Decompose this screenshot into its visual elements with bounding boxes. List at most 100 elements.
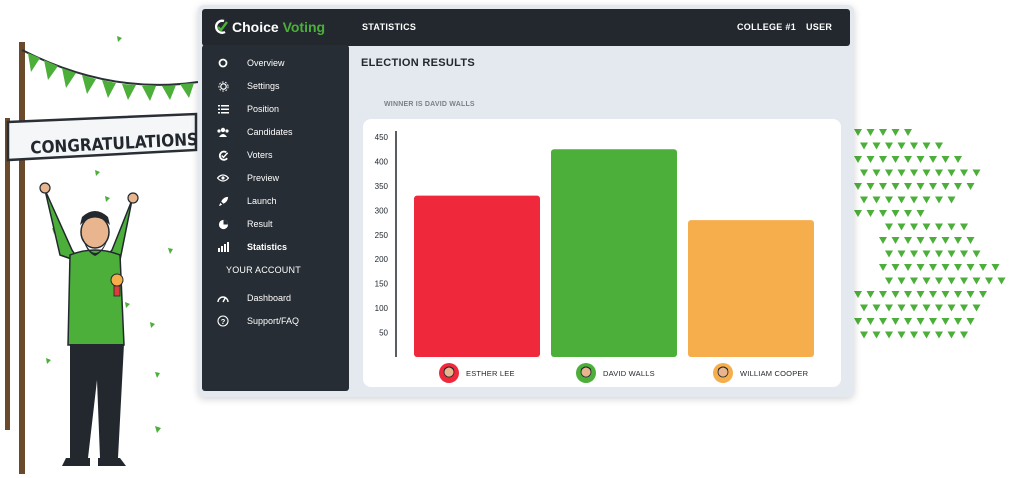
decor-triangle — [972, 277, 981, 285]
y-tick-label: 100 — [375, 304, 389, 313]
banner-pole-front — [5, 118, 10, 430]
sidebar-item-preview[interactable]: Preview — [202, 168, 349, 188]
sidebar-item-voters[interactable]: Voters — [202, 145, 349, 165]
rocket-icon — [217, 195, 229, 207]
decor-triangle — [960, 331, 968, 339]
sidebar-item-statistics[interactable]: Statistics — [202, 237, 349, 257]
sidebar-item-candidates[interactable]: Candidates — [202, 122, 349, 142]
decor-triangle — [910, 277, 918, 285]
decor-triangle — [935, 331, 943, 339]
decor-triangle — [872, 304, 881, 312]
bunting-flags — [28, 53, 194, 101]
decor-triangle — [910, 223, 918, 231]
decor-triangle — [954, 183, 962, 190]
decor-triangle — [910, 169, 918, 177]
decor-triangle — [941, 291, 950, 298]
decor-triangle — [879, 291, 887, 298]
decor-triangle — [885, 250, 893, 258]
decor-triangle — [891, 291, 900, 298]
sidebar: Overview Settings Position Candidates Vo… — [202, 45, 349, 391]
decor-triangle — [972, 250, 981, 258]
decor-triangle — [935, 142, 943, 150]
sidebar-item-label: Settings — [247, 81, 280, 91]
decor-triangle — [929, 291, 937, 298]
sidebar-item-settings[interactable]: Settings — [202, 76, 349, 96]
decor-triangle — [854, 156, 862, 163]
sidebar-item-overview[interactable]: Overview — [202, 53, 349, 73]
user-menu[interactable]: USER — [806, 22, 833, 32]
decor-triangle — [885, 196, 893, 204]
decor-triangle — [891, 156, 900, 163]
congratulations-banner — [6, 112, 198, 162]
decor-triangle — [885, 277, 893, 285]
decor-triangle — [960, 223, 968, 231]
sidebar-item-dashboard[interactable]: Dashboard — [202, 288, 349, 308]
y-tick-label: 450 — [375, 133, 389, 142]
decor-triangle — [966, 237, 975, 244]
decor-triangle — [872, 142, 881, 150]
decor-triangle — [866, 156, 875, 163]
decor-triangle — [904, 318, 912, 325]
decor-triangle — [979, 264, 987, 271]
decor-triangle — [866, 318, 875, 325]
decor-triangle — [879, 210, 887, 217]
help-icon: ? — [217, 315, 229, 327]
decor-triangle — [904, 210, 912, 217]
winner-person — [39, 182, 139, 466]
decor-triangle — [985, 277, 993, 285]
decor-triangle — [891, 237, 900, 244]
decor-triangle — [947, 277, 956, 285]
sidebar-item-label: Overview — [247, 58, 285, 68]
candidate-avatar-hair — [718, 366, 728, 371]
y-tick-label: 300 — [375, 206, 389, 215]
decor-triangle — [947, 169, 956, 177]
decor-triangle — [997, 277, 1006, 285]
sidebar-item-support[interactable]: ? Support/FAQ — [202, 311, 349, 331]
decor-triangle — [885, 169, 893, 177]
decor-triangle — [891, 183, 900, 190]
decor-triangle — [872, 331, 881, 339]
decor-triangle — [897, 304, 906, 312]
decor-triangle — [897, 196, 906, 204]
decor-triangle — [854, 318, 862, 325]
sidebar-item-launch[interactable]: Launch — [202, 191, 349, 211]
eye-icon — [217, 172, 229, 184]
banner-pole-left — [19, 42, 25, 474]
decor-triangle — [872, 196, 881, 204]
bar-esther-lee — [414, 195, 540, 357]
sidebar-item-position[interactable]: Position — [202, 99, 349, 119]
y-tick-label: 250 — [375, 231, 389, 240]
sidebar-item-result[interactable]: Result — [202, 214, 349, 234]
decor-triangle — [916, 237, 925, 244]
decor-triangle — [916, 156, 925, 163]
people-icon — [217, 126, 229, 138]
sidebar-item-label: Launch — [247, 196, 277, 206]
bar-william-cooper — [688, 220, 814, 357]
decor-triangle — [941, 318, 950, 325]
logo[interactable]: Choice Voting — [214, 18, 325, 36]
sidebar-item-label: Candidates — [247, 127, 293, 137]
decor-triangle — [916, 210, 925, 217]
decor-triangle — [891, 210, 900, 217]
decor-triangle — [947, 223, 956, 231]
decor-triangle — [879, 237, 887, 244]
logo-text-prefix: Choice — [232, 19, 279, 35]
decor-triangle — [904, 264, 912, 271]
decor-triangle — [904, 156, 912, 163]
y-tick-label: 150 — [375, 280, 389, 289]
voters-icon — [217, 149, 229, 161]
decor-triangle — [904, 237, 912, 244]
page-title: ELECTION RESULTS — [361, 57, 475, 69]
sidebar-item-label: Statistics — [247, 242, 288, 252]
x-tick-label: WILLIAM COOPER — [740, 369, 809, 378]
decor-triangle — [910, 304, 918, 312]
decor-triangle — [941, 264, 950, 271]
decor-triangle — [897, 169, 906, 177]
results-bar-chart: 50 100 150 200 250 300 350 400 450 ESTHER LEE DAVI… — [375, 131, 814, 383]
college-selector[interactable]: COLLEGE #1 — [737, 22, 797, 32]
decor-triangle — [910, 331, 918, 339]
decor-triangle — [854, 210, 862, 217]
decor-triangle — [922, 169, 931, 177]
decor-triangle — [860, 196, 868, 204]
decor-triangle — [922, 142, 931, 150]
